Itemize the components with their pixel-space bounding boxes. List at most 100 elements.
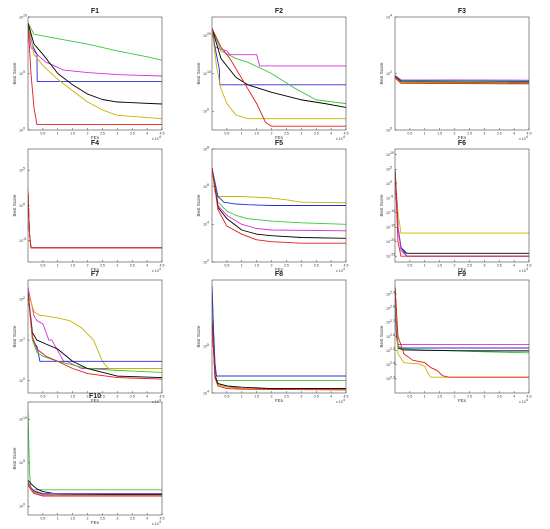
x-tick-label: 2.5 xyxy=(284,264,289,268)
series-line-yellow xyxy=(395,286,529,378)
x-multiplier-exponent: 4 xyxy=(526,398,528,402)
series-line-magenta xyxy=(28,22,162,77)
series-line-yellow xyxy=(212,28,346,120)
y-tick-label-base: 10 xyxy=(386,377,390,381)
x-multiplier: x 10 xyxy=(519,269,526,273)
series-line-black xyxy=(395,286,529,352)
plot-frame xyxy=(211,279,347,394)
x-tick-label: 3 xyxy=(116,395,118,399)
x-tick-label: 3.5 xyxy=(314,132,319,136)
y-tick-label-base: 10 xyxy=(19,239,23,243)
series-line-blue xyxy=(212,167,346,206)
x-tick-label: 3.5 xyxy=(497,264,502,268)
x-tick-label: 4.5 xyxy=(160,395,165,399)
plot-frame xyxy=(211,148,347,263)
x-tick-label: 0.5 xyxy=(224,395,229,399)
y-axis-label: Best Score xyxy=(12,62,17,85)
y-tick-label-exponent: 2 xyxy=(390,70,392,74)
x-tick-label: 0.5 xyxy=(40,517,45,521)
x-tick-label: 1 xyxy=(57,132,59,136)
x-tick-label: 1.5 xyxy=(437,132,442,136)
x-tick-label: 1 xyxy=(424,132,426,136)
x-tick-label: 2 xyxy=(454,264,456,268)
series-group xyxy=(28,189,162,249)
y-tick-label-base: 10 xyxy=(386,363,390,367)
x-tick-label: 0.5 xyxy=(40,395,45,399)
y-tick-label-exponent: -25 xyxy=(390,253,395,257)
series-line-yellow xyxy=(28,292,162,369)
x-tick-label: 0.5 xyxy=(407,264,412,268)
y-tick-label-base: 10 xyxy=(203,34,207,38)
y-tick-label-exponent: -10 xyxy=(390,209,395,213)
series-line-red xyxy=(28,292,162,380)
x-tick-label: 2.5 xyxy=(284,395,289,399)
plot-frame xyxy=(394,148,530,263)
series-group xyxy=(28,22,162,126)
x-tick-label: 0.5 xyxy=(407,395,412,399)
x-tick-label: 4.5 xyxy=(344,395,349,399)
series-line-black xyxy=(212,28,346,108)
x-tick-label: 2.5 xyxy=(467,132,472,136)
chart-title: F2 xyxy=(275,8,283,15)
x-axis-label: FEs xyxy=(91,520,100,525)
x-tick-label: 1 xyxy=(57,264,59,268)
x-multiplier: x 10 xyxy=(519,400,526,404)
series-line-green xyxy=(395,169,529,257)
plot-frame xyxy=(211,16,347,131)
x-multiplier-exponent: 4 xyxy=(526,135,528,139)
x-tick-label: 2 xyxy=(87,395,89,399)
x-axis-label: FEs xyxy=(275,398,284,403)
series-line-magenta xyxy=(395,75,529,81)
y-tick-label-base: 10 xyxy=(386,307,390,311)
y-tick-label-exponent: 4 xyxy=(207,221,209,225)
chart-title: F4 xyxy=(91,140,99,147)
series-line-green xyxy=(28,191,162,249)
x-tick-label: 4.5 xyxy=(160,517,165,521)
x-tick-label: 1.5 xyxy=(70,132,75,136)
y-tick-label-exponent: 10 xyxy=(207,70,211,74)
x-tick-label: 3 xyxy=(483,395,485,399)
x-tick-label: 2.5 xyxy=(284,132,289,136)
x-tick-label: 0.5 xyxy=(40,264,45,268)
x-tick-label: 1.5 xyxy=(254,395,259,399)
series-line-yellow xyxy=(395,169,529,234)
x-tick-label: 1.5 xyxy=(254,132,259,136)
x-tick-label: 3.5 xyxy=(130,264,135,268)
y-tick-label-base: 10 xyxy=(19,505,23,509)
x-tick-label: 2 xyxy=(454,395,456,399)
y-tick-label-exponent: 5 xyxy=(207,343,209,347)
y-tick-label-base: 10 xyxy=(203,72,207,76)
y-tick-label-exponent: 8 xyxy=(207,145,209,149)
series-line-yellow xyxy=(28,189,162,249)
series-line-red xyxy=(395,77,529,85)
x-multiplier-exponent: 4 xyxy=(526,267,528,271)
y-tick-label-exponent: 0 xyxy=(23,202,25,206)
y-tick-label-exponent: -20 xyxy=(390,238,395,242)
y-tick-label-exponent: 0 xyxy=(23,126,25,130)
x-tick-label: 4 xyxy=(330,264,332,268)
y-tick-label-base: 10 xyxy=(386,197,390,201)
x-multiplier-exponent: 4 xyxy=(343,398,345,402)
series-group xyxy=(395,75,529,85)
series-line-magenta xyxy=(212,28,346,67)
y-tick-label-base: 10 xyxy=(386,335,390,339)
series-line-red xyxy=(395,169,529,257)
series-line-red xyxy=(395,286,529,378)
y-tick-label-exponent: 0 xyxy=(23,377,25,381)
x-tick-label: 2.5 xyxy=(100,517,105,521)
x-tick-label: 2.5 xyxy=(100,264,105,268)
x-tick-label: 4 xyxy=(146,264,148,268)
x-tick-label: 2.5 xyxy=(467,395,472,399)
y-tick-label-base: 10 xyxy=(19,379,23,383)
x-tick-label: 4 xyxy=(146,517,148,521)
x-axis-label: FEs xyxy=(91,398,100,403)
series-group xyxy=(212,28,346,127)
y-tick-label-exponent: 10 xyxy=(23,13,27,17)
y-axis-label: Best Score xyxy=(379,194,384,217)
series-line-black xyxy=(212,167,346,239)
x-tick-label: 2.5 xyxy=(100,395,105,399)
y-tick-label-exponent: 0 xyxy=(390,180,392,184)
y-tick-label-exponent: 2.5 xyxy=(390,347,395,351)
y-tick-label-base: 10 xyxy=(386,211,390,215)
